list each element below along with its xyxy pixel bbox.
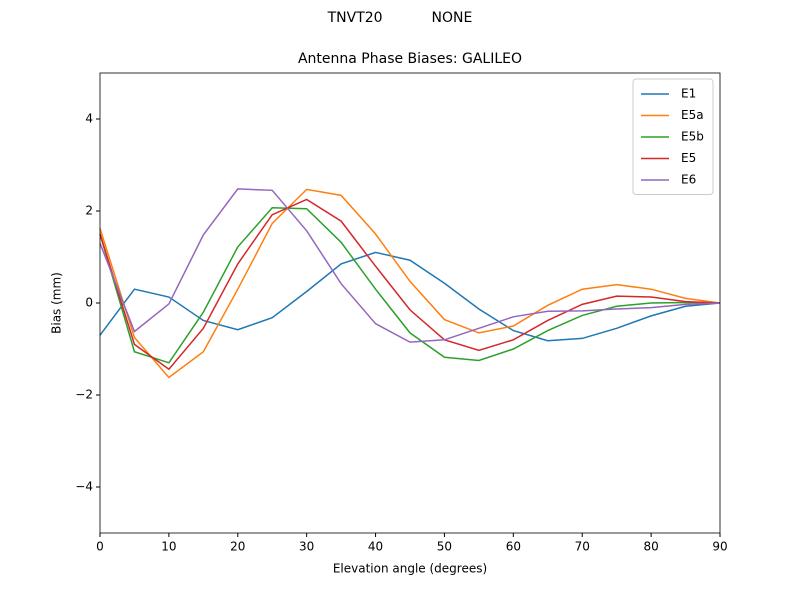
y-tick-label: −2 [75, 388, 93, 402]
series-line [99, 207, 721, 364]
legend-label: E6 [681, 173, 696, 187]
chart-title: Antenna Phase Biases: GALILEO [298, 51, 522, 67]
x-tick-label: 40 [368, 540, 383, 554]
y-tick-label: −4 [75, 480, 93, 494]
suptitle: TNVT20 NONE [327, 10, 473, 26]
legend-label: E5b [681, 130, 704, 144]
x-tick-label: 70 [575, 540, 590, 554]
axes-frame [99, 72, 721, 534]
series-line [99, 251, 721, 342]
series-line [99, 188, 721, 343]
y-tick-label: 0 [85, 296, 93, 310]
x-tick-label: 30 [299, 540, 314, 554]
x-tick-label: 80 [643, 540, 658, 554]
y-tick-label: 2 [85, 204, 93, 218]
x-axis-label: Elevation angle (degrees) [333, 562, 487, 576]
x-tick-label: 90 [712, 540, 727, 554]
series-line [99, 188, 721, 379]
series-line [99, 198, 721, 371]
legend-box [632, 78, 714, 195]
x-tick-label: 50 [437, 540, 452, 554]
legend-label: E5a [681, 108, 704, 122]
x-tick-label: 20 [230, 540, 245, 554]
y-axis-label: Bias (mm) [50, 272, 64, 334]
legend-label: E5 [681, 151, 696, 165]
y-tick-label: 4 [85, 112, 93, 126]
legend-label: E1 [681, 87, 696, 101]
x-tick-label: 60 [506, 540, 521, 554]
x-tick-label: 0 [96, 540, 104, 554]
x-tick-label: 10 [161, 540, 176, 554]
